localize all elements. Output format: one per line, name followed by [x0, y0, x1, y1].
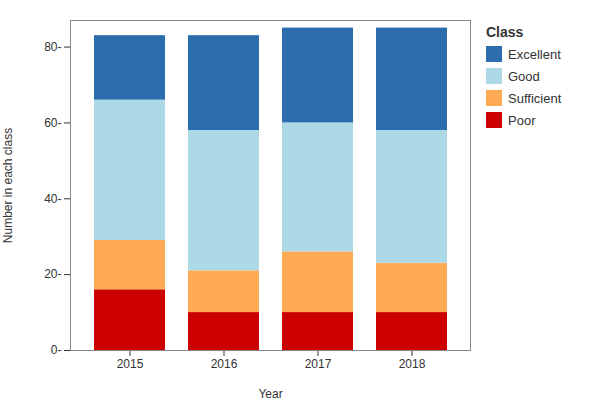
svg-text:80-: 80-	[44, 40, 61, 54]
html-text:Class: Class	[486, 24, 524, 40]
svg-text:60-: 60-	[44, 116, 61, 130]
svg-text:2018: 2018	[399, 357, 426, 371]
svg-text:0-: 0-	[51, 343, 62, 357]
html-text:Poor: Poor	[508, 112, 536, 128]
svg-text:20-: 20-	[44, 267, 61, 281]
svg-text:2016: 2016	[211, 357, 238, 371]
html-text:Sufficient: Sufficient	[508, 90, 562, 106]
html-text:Excellent: Excellent	[508, 46, 561, 62]
html-text:Good: Good	[508, 68, 540, 84]
svg-text:2017: 2017	[305, 357, 332, 371]
svg-text:Number in each class: Number in each class	[1, 128, 15, 243]
svg-text:Year: Year	[258, 387, 282, 400]
svg-text:2015: 2015	[117, 357, 144, 371]
svg-text:40-: 40-	[44, 192, 61, 206]
